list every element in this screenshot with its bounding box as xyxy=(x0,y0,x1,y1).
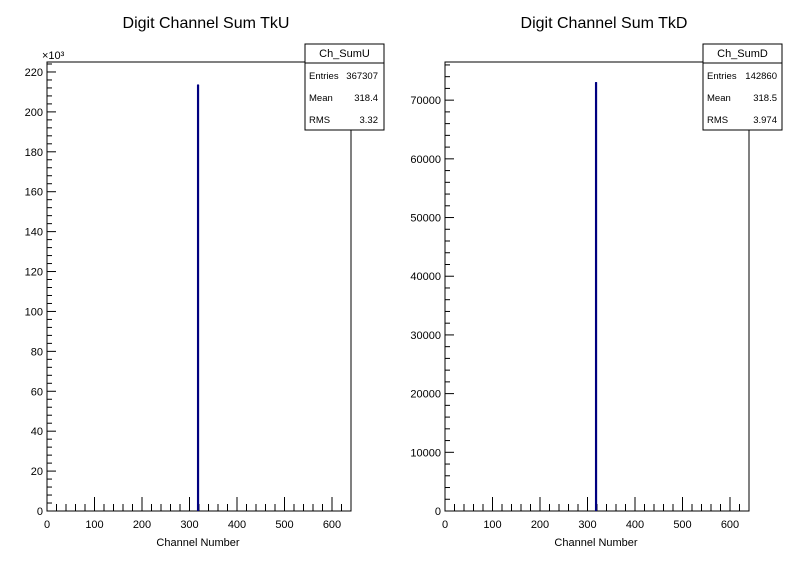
chart-title: Digit Channel Sum TkD xyxy=(521,15,688,32)
x-tick-label: 0 xyxy=(44,519,50,531)
x-tick-label: 100 xyxy=(483,519,501,531)
y-tick-labels: 0 20 40 60 80 100 120 140 160 180 200 220 xyxy=(25,67,43,518)
y-tick-label: 50000 xyxy=(410,213,441,225)
y-axis-ticks xyxy=(445,64,454,512)
stats-rms-value: 3.32 xyxy=(360,115,379,126)
y-tick-label: 200 xyxy=(25,107,43,119)
y-tick-label: 30000 xyxy=(410,330,441,342)
stats-entries-value: 367307 xyxy=(346,71,378,82)
y-tick-label: 60000 xyxy=(410,154,441,166)
x-tick-labels: 0 100 200 300 400 500 600 xyxy=(44,519,341,531)
pad-tkd: Digit Channel Sum TkD 0 100 200 300 400 500 60… xyxy=(410,15,783,549)
pad-tku: Digit Channel Sum TkU 0 100 200 300 400 500 60… xyxy=(25,15,385,549)
x-tick-label: 400 xyxy=(228,519,246,531)
y-tick-label: 220 xyxy=(25,67,43,79)
stats-mean-label: Mean xyxy=(707,93,731,104)
y-tick-label: 20000 xyxy=(410,389,441,401)
stats-name: Ch_SumD xyxy=(717,48,768,60)
y-tick-label: 40 xyxy=(31,426,43,438)
y-tick-label: 180 xyxy=(25,147,43,159)
x-tick-label: 500 xyxy=(275,519,293,531)
y-tick-label: 100 xyxy=(25,306,43,318)
y-tick-label: 160 xyxy=(25,187,43,199)
y-tick-label: 60 xyxy=(31,386,43,398)
histogram-bins xyxy=(196,84,200,511)
stats-rms-label: RMS xyxy=(309,115,330,126)
x-tick-label: 100 xyxy=(85,519,103,531)
y-axis-ticks xyxy=(47,63,56,512)
histogram-bins xyxy=(594,82,598,511)
y-tick-label: 0 xyxy=(435,506,441,518)
x-tick-label: 300 xyxy=(578,519,596,531)
x-tick-labels: 0 100 200 300 400 500 600 xyxy=(442,519,739,531)
stats-rms-label: RMS xyxy=(707,115,728,126)
y-tick-label: 20 xyxy=(31,466,43,478)
x-tick-label: 200 xyxy=(133,519,151,531)
x-tick-label: 0 xyxy=(442,519,448,531)
axis-ticks xyxy=(444,497,750,511)
y-tick-label: 0 xyxy=(37,506,43,518)
x-axis-label: Channel Number xyxy=(554,537,637,549)
x-tick-label: 200 xyxy=(531,519,549,531)
stats-entries-value: 142860 xyxy=(745,71,777,82)
y-tick-label: 10000 xyxy=(410,447,441,459)
stats-box: Ch_SumD Entries 142860 Mean 318.5 RMS 3.… xyxy=(702,43,783,131)
stats-mean-value: 318.5 xyxy=(753,93,777,104)
x-tick-label: 600 xyxy=(323,519,341,531)
x-tick-label: 600 xyxy=(721,519,739,531)
stats-box: Ch_SumU Entries 367307 Mean 318.4 RMS 3.… xyxy=(304,43,385,131)
x-axis-label: Channel Number xyxy=(156,537,239,549)
chart-title: Digit Channel Sum TkU xyxy=(123,15,290,32)
y-tick-label: 70000 xyxy=(410,95,441,107)
stats-rms-value: 3.974 xyxy=(753,115,777,126)
y-tick-label: 80 xyxy=(31,346,43,358)
x-tick-label: 400 xyxy=(626,519,644,531)
y-tick-labels: 0 10000 20000 30000 40000 50000 60000 70000 xyxy=(410,95,441,518)
y-tick-label: 120 xyxy=(25,267,43,279)
x-tick-label: 500 xyxy=(673,519,691,531)
y-tick-label: 140 xyxy=(25,227,43,239)
y-multiplier-label: ×10³ xyxy=(42,50,65,62)
stats-entries-label: Entries xyxy=(707,71,737,82)
x-tick-label: 300 xyxy=(180,519,198,531)
stats-mean-value: 318.4 xyxy=(354,93,378,104)
stats-entries-label: Entries xyxy=(309,71,339,82)
stats-mean-label: Mean xyxy=(309,93,333,104)
y-tick-label: 40000 xyxy=(410,271,441,283)
stats-name: Ch_SumU xyxy=(319,48,370,60)
